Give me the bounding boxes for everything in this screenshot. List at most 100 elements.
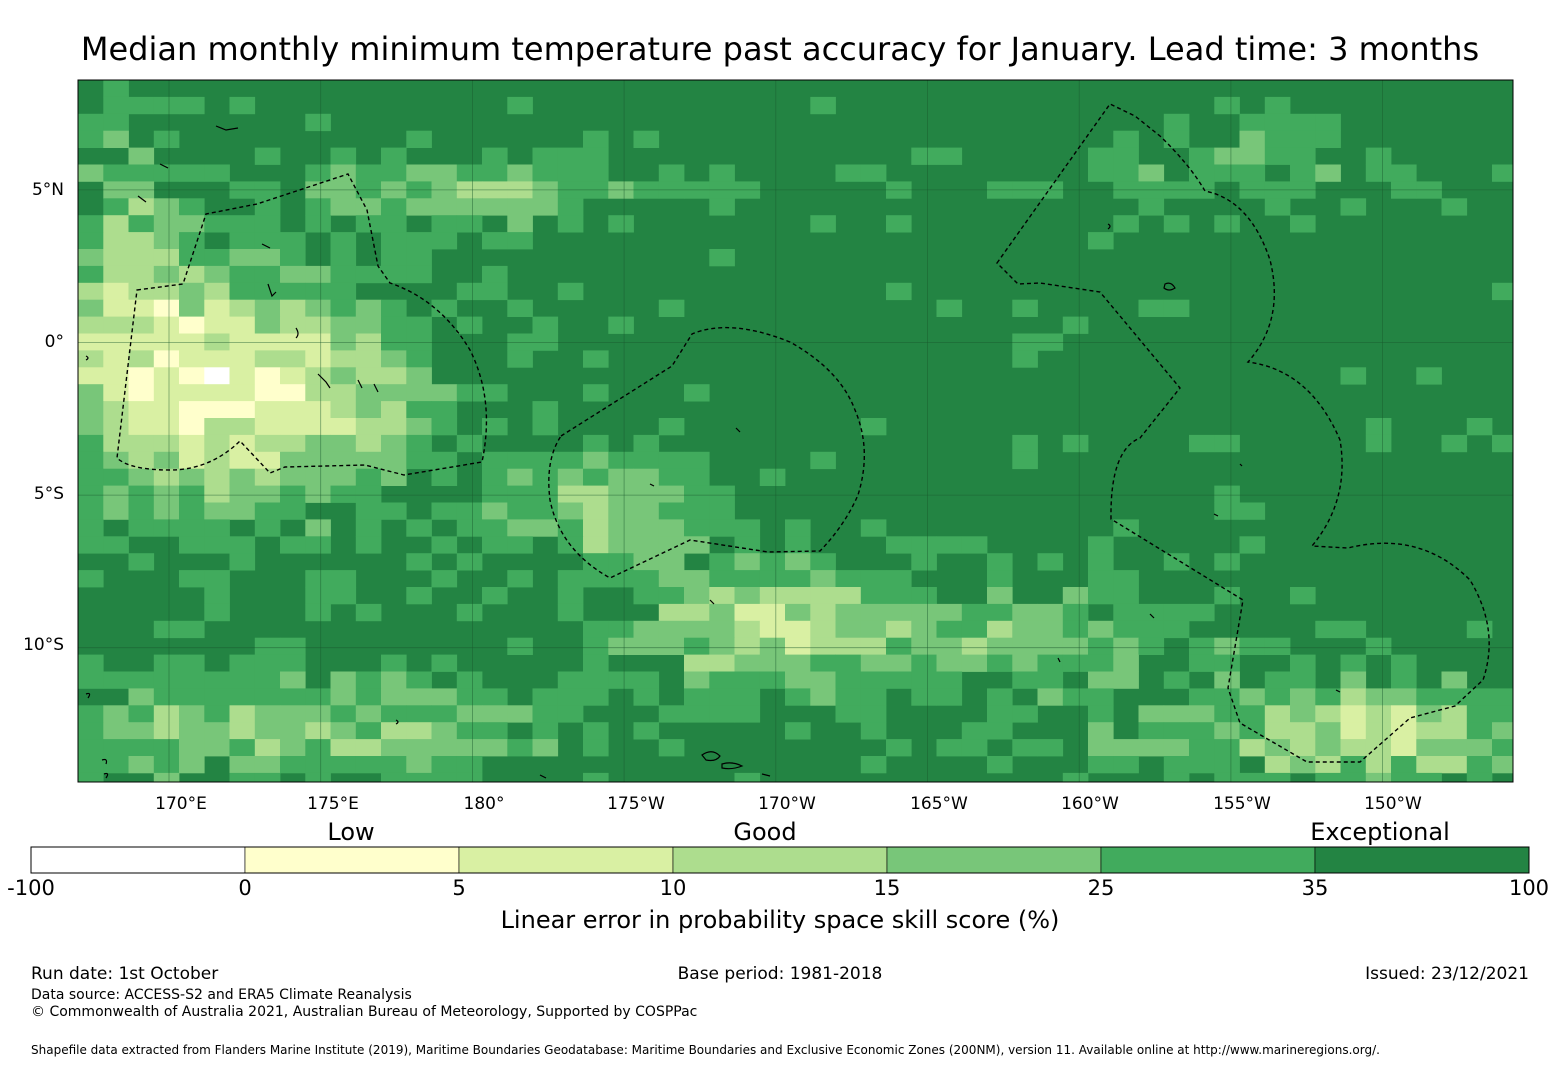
skill-cell <box>633 519 660 537</box>
skill-cell <box>1315 113 1341 132</box>
skill-cell <box>330 739 357 757</box>
lat-label-5n: 5°N <box>31 180 64 200</box>
island-banaba <box>85 355 89 361</box>
skill-cell <box>381 232 407 250</box>
skill-cell <box>204 502 230 520</box>
skill-cell <box>886 671 912 689</box>
skill-cell <box>103 502 129 520</box>
skill-cell <box>658 164 685 182</box>
skill-cell <box>1138 637 1165 655</box>
skill-cell <box>911 637 937 655</box>
skill-cell <box>153 215 180 233</box>
skill-cell <box>1012 654 1038 672</box>
skill-cell <box>179 384 205 402</box>
skill-cell <box>305 739 331 757</box>
skill-cell <box>633 587 660 605</box>
skill-cell <box>507 519 533 537</box>
skill-cell <box>305 688 331 706</box>
skill-cell <box>280 451 306 470</box>
skill-cell <box>759 570 786 588</box>
skill-cell <box>835 671 862 689</box>
skill-cell <box>684 451 710 470</box>
skill-grid <box>78 80 1514 783</box>
skill-cell <box>1466 688 1493 706</box>
skill-cell <box>608 553 634 571</box>
skill-cell <box>1466 722 1493 740</box>
skill-cell <box>381 316 407 334</box>
skill-cell <box>1239 637 1266 655</box>
skill-cell <box>128 418 155 436</box>
skill-cell <box>658 451 685 470</box>
skill-cell <box>911 620 937 639</box>
skill-cell <box>456 722 483 740</box>
skill-cell <box>810 570 836 588</box>
skill-cell <box>330 570 357 588</box>
skill-cell <box>1315 164 1341 182</box>
island-cook-a <box>1149 613 1155 619</box>
skill-cell <box>381 249 407 267</box>
skill-cell <box>684 536 710 554</box>
skill-cell <box>406 350 432 368</box>
skill-cell <box>381 215 407 233</box>
skill-cell <box>254 637 281 655</box>
skill-cell <box>456 519 483 537</box>
skill-cell <box>204 316 230 334</box>
skill-cell <box>78 756 104 774</box>
skill-cell <box>431 198 458 216</box>
skill-cell <box>507 468 533 486</box>
skill-cell <box>734 671 761 689</box>
skill-cell <box>987 654 1013 672</box>
skill-cell <box>330 316 357 334</box>
skill-cell <box>406 587 432 605</box>
skill-cell <box>431 468 458 486</box>
skill-cell <box>330 756 357 774</box>
skill-cell <box>1088 722 1114 740</box>
skill-cell <box>709 164 735 182</box>
skill-cell <box>153 688 180 706</box>
skill-cell <box>355 384 382 402</box>
island-aranuka <box>295 327 299 339</box>
skill-cell <box>684 570 710 588</box>
lon-label-170w: 170°W <box>758 794 816 814</box>
skill-cell <box>936 147 963 165</box>
skill-cell <box>431 739 458 757</box>
skill-cell <box>557 570 584 588</box>
skill-cell <box>608 215 634 233</box>
skill-cell <box>785 688 811 706</box>
skill-cell <box>810 215 836 233</box>
skill-cell <box>78 232 104 250</box>
skill-cell <box>1290 756 1316 774</box>
skill-cell <box>507 637 533 655</box>
skill-cell <box>709 502 735 520</box>
skill-cell <box>658 299 685 317</box>
skill-cell <box>987 722 1013 740</box>
skill-cell <box>1416 722 1442 740</box>
colorbar-tick: 5 <box>452 876 466 900</box>
skill-cell <box>78 654 104 672</box>
skill-cell <box>482 384 508 402</box>
skill-cell <box>254 434 281 453</box>
skill-cell <box>987 603 1013 622</box>
skill-cell <box>1163 215 1190 233</box>
skill-cell <box>254 519 281 537</box>
skill-cell <box>153 671 180 689</box>
skill-cell <box>936 654 963 672</box>
skill-cell <box>229 485 256 503</box>
skill-cell <box>103 130 129 148</box>
skill-cell <box>1189 147 1215 165</box>
skill-cell <box>961 620 988 639</box>
skill-cell <box>381 299 407 317</box>
skill-cell <box>153 434 180 453</box>
skill-cell <box>406 401 432 419</box>
lon-label-155w: 155°W <box>1213 794 1271 814</box>
skill-cell <box>128 705 155 723</box>
skill-cell <box>78 384 104 402</box>
skill-cell <box>128 502 155 520</box>
skill-cell <box>608 502 634 520</box>
skill-cell <box>103 401 129 419</box>
skill-cell <box>204 164 230 182</box>
skill-cell <box>557 485 584 503</box>
skill-cell <box>936 739 963 757</box>
skill-cell <box>204 282 230 301</box>
